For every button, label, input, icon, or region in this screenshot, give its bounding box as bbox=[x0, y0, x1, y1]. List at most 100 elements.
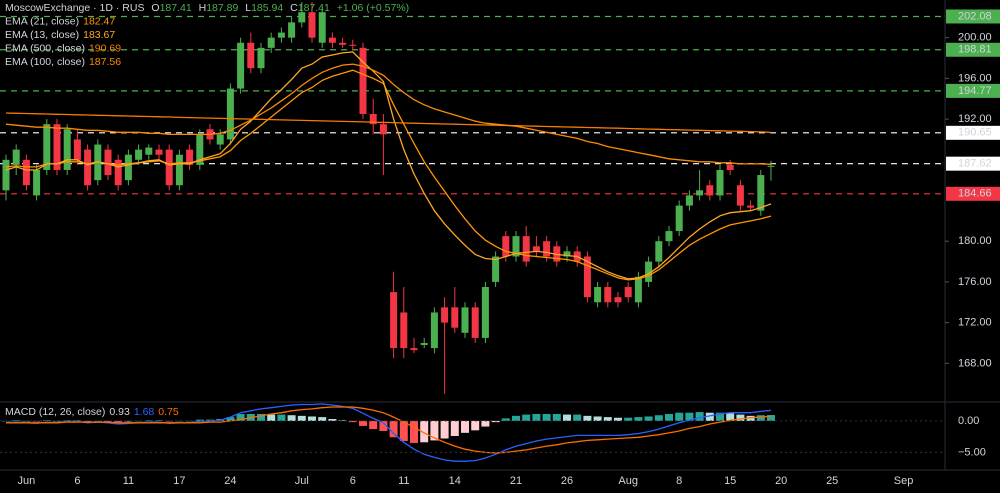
level-label-box bbox=[946, 83, 1000, 98]
candle-body bbox=[747, 205, 755, 208]
candle-body bbox=[369, 113, 377, 125]
x-tick-label: 14 bbox=[449, 475, 461, 487]
macd-histogram-bar bbox=[532, 413, 541, 421]
candle-body bbox=[624, 287, 632, 298]
candle-body bbox=[328, 37, 336, 43]
candle-body bbox=[532, 246, 540, 252]
macd-histogram-bar bbox=[746, 415, 755, 421]
x-tick-label: 11 bbox=[123, 475, 134, 487]
macd-histogram-bar bbox=[348, 420, 357, 423]
macd-histogram-bar bbox=[257, 413, 265, 421]
candle-body bbox=[277, 32, 285, 38]
x-tick-label: 20 bbox=[775, 475, 787, 487]
candle-body bbox=[471, 307, 479, 338]
ohlc-letter: O bbox=[151, 2, 159, 14]
y-tick-label: 200.00 bbox=[958, 32, 992, 44]
macd-y-tick-label: 0.00 bbox=[958, 415, 979, 427]
levels: 202.08 198.81 194.77 190.65 187.62 184.66 bbox=[0, 9, 1000, 201]
macd-histogram-bar bbox=[267, 414, 276, 421]
level-label-box bbox=[946, 156, 1000, 171]
y-tick-label: 168.00 bbox=[958, 357, 992, 369]
candle-body bbox=[247, 42, 255, 69]
candle-body bbox=[716, 169, 724, 196]
macd-histogram-bar bbox=[318, 417, 327, 421]
x-tick-label: 15 bbox=[724, 475, 736, 487]
x-tick-label: 17 bbox=[173, 475, 185, 487]
macd-histogram-bar bbox=[736, 414, 745, 421]
level-label: 194.77 bbox=[958, 85, 992, 97]
macd-histogram-bar bbox=[634, 417, 643, 421]
candle-body bbox=[165, 149, 173, 186]
change: +1.06 (+0.57%) bbox=[337, 2, 409, 14]
x-tick-label: Sep bbox=[894, 475, 914, 487]
series bbox=[2, 2, 775, 462]
candle-body bbox=[114, 159, 122, 186]
x-tick-label: 11 bbox=[398, 475, 409, 487]
candle-body bbox=[706, 185, 714, 196]
macd-legend-signal: 0.75 bbox=[158, 406, 179, 418]
macd-histogram-bar bbox=[705, 412, 714, 421]
macd-histogram-bar bbox=[155, 420, 163, 421]
candle-body bbox=[104, 149, 112, 176]
candle-body bbox=[665, 231, 673, 242]
macd-histogram-bar bbox=[563, 414, 571, 421]
ema-legend: EMA (500, close) 190.69 bbox=[5, 42, 121, 54]
macd-histogram-bar bbox=[726, 413, 735, 421]
candle-body bbox=[226, 88, 234, 140]
macd-histogram-bar bbox=[359, 420, 367, 426]
ema-line bbox=[5, 112, 772, 134]
ema-legend-name: EMA (100, close) bbox=[5, 56, 85, 68]
macd-histogram-bar bbox=[134, 420, 143, 422]
candle-body bbox=[53, 124, 61, 170]
candle-body bbox=[63, 129, 71, 170]
ohlc-letter: L bbox=[245, 2, 251, 14]
macd-histogram-bar bbox=[522, 414, 531, 421]
ema-legend-value: 190.69 bbox=[89, 42, 121, 54]
candle-body bbox=[33, 169, 41, 196]
macd-histogram-bar bbox=[297, 415, 306, 421]
candle-body bbox=[757, 175, 765, 211]
level-label-box bbox=[946, 9, 1000, 24]
macd-legend-macd: 1.68 bbox=[134, 406, 155, 418]
x-tick-label: 21 bbox=[510, 475, 522, 487]
macd-histogram-bar bbox=[461, 420, 469, 433]
candle-body bbox=[481, 287, 489, 338]
candle-body bbox=[400, 312, 408, 349]
candle-body bbox=[216, 134, 224, 145]
macd-histogram-bar bbox=[665, 413, 673, 421]
candle-body bbox=[726, 164, 734, 170]
ema-legend: EMA (21, close) 182.47 bbox=[5, 15, 115, 27]
ema-legend-name: EMA (500, close) bbox=[5, 42, 85, 54]
ema-legend-value: 182.47 bbox=[83, 15, 115, 27]
x-tick-label: 26 bbox=[561, 475, 573, 487]
candle-body bbox=[451, 307, 459, 328]
macd-histogram-bar bbox=[654, 415, 663, 421]
candle-body bbox=[736, 185, 744, 206]
macd-histogram-bar bbox=[716, 412, 724, 421]
macd-legend: MACD (12, 26, close) 0.93 1.68 0.75 bbox=[5, 406, 179, 418]
candle-body bbox=[339, 42, 347, 45]
candle-body bbox=[349, 44, 357, 46]
level-label-box bbox=[946, 186, 1000, 201]
macd-histogram-bar bbox=[104, 420, 112, 422]
x-tick-label: Aug bbox=[618, 475, 638, 487]
ohlc-value: 187.89 bbox=[206, 2, 238, 14]
macd-histogram-bar bbox=[389, 420, 398, 438]
candle-body bbox=[594, 287, 602, 303]
x-tick-label: 24 bbox=[224, 475, 236, 487]
macd-histogram-bar bbox=[165, 420, 174, 422]
macd-histogram-bar bbox=[328, 419, 337, 421]
macd-histogram-bar bbox=[624, 417, 633, 421]
macd-y-tick-label: −5.00 bbox=[958, 446, 986, 458]
y-tick-label: 176.00 bbox=[958, 276, 992, 288]
candle-body bbox=[186, 149, 194, 165]
candle-body bbox=[73, 139, 81, 160]
candle-body bbox=[196, 134, 204, 165]
ema-line bbox=[5, 63, 772, 165]
candle-body bbox=[318, 12, 326, 43]
ema-legend: EMA (100, close) 187.56 bbox=[5, 56, 121, 68]
macd-histogram-bar bbox=[481, 420, 490, 427]
level-label: 202.08 bbox=[958, 10, 992, 22]
